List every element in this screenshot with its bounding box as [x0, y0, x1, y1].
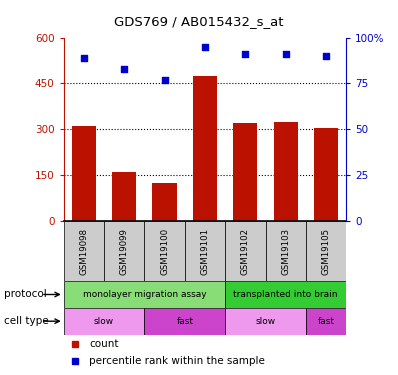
Bar — [144, 308, 225, 334]
Text: fast: fast — [318, 316, 335, 326]
Text: slow: slow — [256, 316, 275, 326]
Point — [162, 77, 168, 83]
Text: GSM19100: GSM19100 — [160, 228, 169, 274]
Bar — [225, 308, 306, 334]
Text: transplanted into brain: transplanted into brain — [234, 290, 338, 299]
Text: slow: slow — [94, 316, 114, 326]
Bar — [152, 183, 177, 221]
Bar — [233, 123, 258, 221]
Point — [283, 51, 289, 57]
Bar — [144, 221, 185, 281]
Bar — [225, 281, 346, 308]
Text: GSM19101: GSM19101 — [201, 228, 209, 274]
Text: GSM19098: GSM19098 — [79, 228, 88, 274]
Bar — [273, 122, 298, 221]
Point — [121, 66, 127, 72]
Bar — [64, 308, 144, 334]
Text: fast: fast — [176, 316, 193, 326]
Bar — [64, 221, 104, 281]
Text: GSM19103: GSM19103 — [281, 228, 290, 274]
Bar — [265, 221, 306, 281]
Bar — [72, 126, 96, 221]
Bar — [306, 221, 346, 281]
Bar — [112, 172, 137, 221]
Text: percentile rank within the sample: percentile rank within the sample — [89, 356, 265, 366]
Text: GSM19099: GSM19099 — [120, 228, 129, 274]
Point — [81, 55, 87, 61]
Text: GSM19105: GSM19105 — [322, 228, 331, 274]
Text: monolayer migration assay: monolayer migration assay — [83, 290, 206, 299]
Bar — [193, 76, 217, 221]
Point — [323, 53, 329, 59]
Bar — [185, 221, 225, 281]
Text: GDS769 / AB015432_s_at: GDS769 / AB015432_s_at — [114, 15, 284, 28]
Text: cell type: cell type — [4, 316, 49, 326]
Text: protocol: protocol — [4, 290, 47, 300]
Text: GSM19102: GSM19102 — [241, 228, 250, 274]
Bar — [306, 308, 346, 334]
Bar — [225, 221, 265, 281]
Bar — [64, 281, 225, 308]
Bar — [104, 221, 144, 281]
Point — [202, 44, 208, 50]
Bar — [314, 128, 338, 221]
Text: count: count — [89, 339, 119, 349]
Point — [242, 51, 248, 57]
